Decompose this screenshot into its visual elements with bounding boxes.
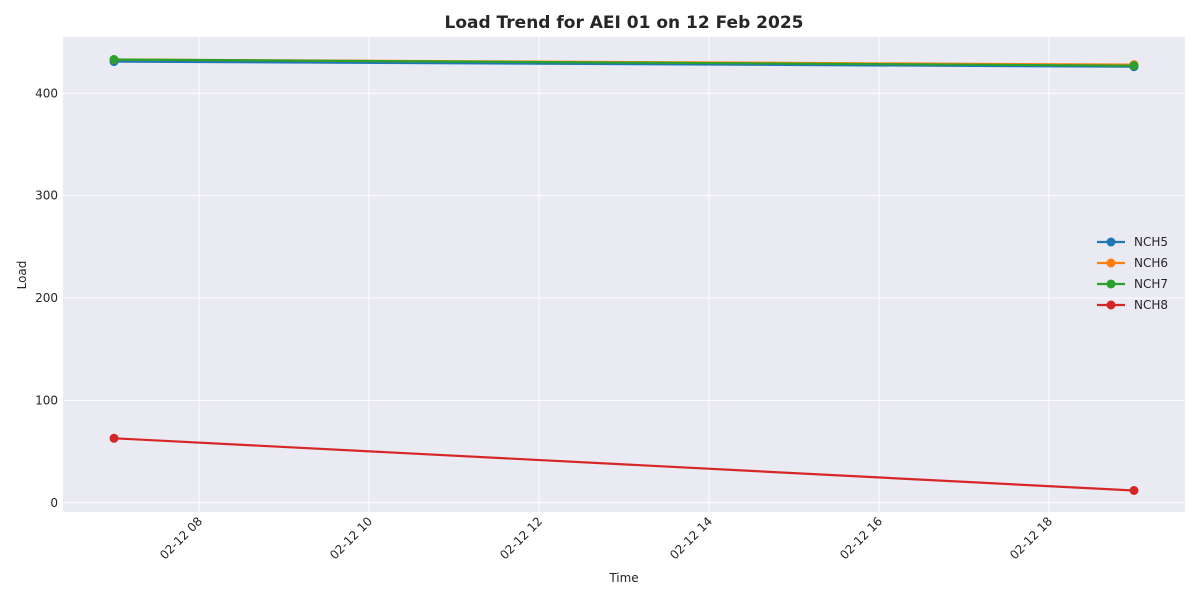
y-tick-label: 0 (50, 496, 58, 510)
data-point (109, 55, 119, 65)
legend-marker (1106, 279, 1116, 289)
x-tick-label: 02-12 16 (837, 514, 885, 562)
y-tick-label: 300 (35, 189, 58, 203)
y-tick-label: 400 (35, 86, 58, 100)
x-tick-label: 02-12 08 (157, 514, 205, 562)
legend-label: NCH5 (1134, 235, 1168, 249)
series-line (113, 437, 1135, 492)
legend-item-nch6: NCH6 (1097, 256, 1168, 270)
legend-marker (1106, 237, 1116, 247)
series-line (113, 58, 1135, 67)
series-group (109, 55, 1139, 496)
series-nch8 (109, 433, 1139, 496)
legend: NCH5 NCH6 NCH7 NCH8 (1097, 235, 1168, 312)
legend-label: NCH8 (1134, 298, 1168, 312)
x-axis-ticks: 02-12 08 02-12 10 02-12 12 02-12 14 02-12 16… (157, 514, 1055, 562)
chart-title: Load Trend for AEI 01 on 12 Feb 2025 (444, 13, 803, 33)
grid-lines (63, 37, 1185, 512)
data-point (109, 433, 119, 443)
legend-label: NCH7 (1134, 277, 1168, 291)
x-axis-label: Time (608, 571, 638, 585)
legend-item-nch5: NCH5 (1097, 235, 1168, 249)
legend-item-nch8: NCH8 (1097, 298, 1168, 312)
legend-marker (1106, 258, 1116, 268)
y-axis-ticks: 0 100 200 300 400 (35, 86, 58, 509)
plot-background (63, 37, 1185, 512)
x-tick-label: 02-12 18 (1007, 514, 1055, 562)
legend-label: NCH6 (1134, 256, 1168, 270)
y-axis-label: Load (15, 261, 29, 290)
x-tick-label: 02-12 12 (497, 514, 545, 562)
y-tick-label: 100 (35, 393, 58, 407)
series-nch7 (109, 55, 1139, 71)
data-point (1129, 486, 1139, 496)
legend-marker (1106, 300, 1116, 310)
x-tick-label: 02-12 10 (327, 514, 375, 562)
data-point (1129, 61, 1139, 71)
legend-item-nch7: NCH7 (1097, 277, 1168, 291)
x-tick-label: 02-12 14 (667, 514, 715, 562)
series-line (113, 60, 1135, 68)
y-tick-label: 200 (35, 291, 58, 305)
